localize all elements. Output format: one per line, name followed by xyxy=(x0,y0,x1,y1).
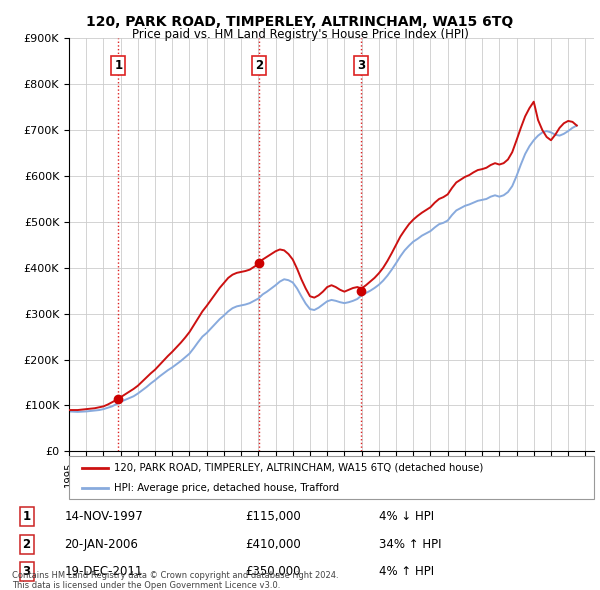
Text: 2: 2 xyxy=(255,60,263,73)
Text: Price paid vs. HM Land Registry's House Price Index (HPI): Price paid vs. HM Land Registry's House … xyxy=(131,28,469,41)
Text: 120, PARK ROAD, TIMPERLEY, ALTRINCHAM, WA15 6TQ (detached house): 120, PARK ROAD, TIMPERLEY, ALTRINCHAM, W… xyxy=(113,463,483,473)
Text: £115,000: £115,000 xyxy=(245,510,301,523)
Text: 20-JAN-2006: 20-JAN-2006 xyxy=(64,537,138,551)
Text: 19-DEC-2011: 19-DEC-2011 xyxy=(64,565,143,578)
Text: £350,000: £350,000 xyxy=(245,565,301,578)
Text: 3: 3 xyxy=(357,60,365,73)
Text: 120, PARK ROAD, TIMPERLEY, ALTRINCHAM, WA15 6TQ: 120, PARK ROAD, TIMPERLEY, ALTRINCHAM, W… xyxy=(86,15,514,30)
Text: 14-NOV-1997: 14-NOV-1997 xyxy=(64,510,143,523)
Text: 4% ↓ HPI: 4% ↓ HPI xyxy=(379,510,434,523)
FancyBboxPatch shape xyxy=(69,456,594,499)
Text: 1: 1 xyxy=(22,510,31,523)
Text: 3: 3 xyxy=(22,565,31,578)
Text: 34% ↑ HPI: 34% ↑ HPI xyxy=(379,537,441,551)
Text: 2: 2 xyxy=(22,537,31,551)
Text: 1: 1 xyxy=(115,60,122,73)
Text: HPI: Average price, detached house, Trafford: HPI: Average price, detached house, Traf… xyxy=(113,483,339,493)
Text: Contains HM Land Registry data © Crown copyright and database right 2024.
This d: Contains HM Land Registry data © Crown c… xyxy=(12,571,338,590)
Text: £410,000: £410,000 xyxy=(245,537,301,551)
Text: 4% ↑ HPI: 4% ↑ HPI xyxy=(379,565,434,578)
